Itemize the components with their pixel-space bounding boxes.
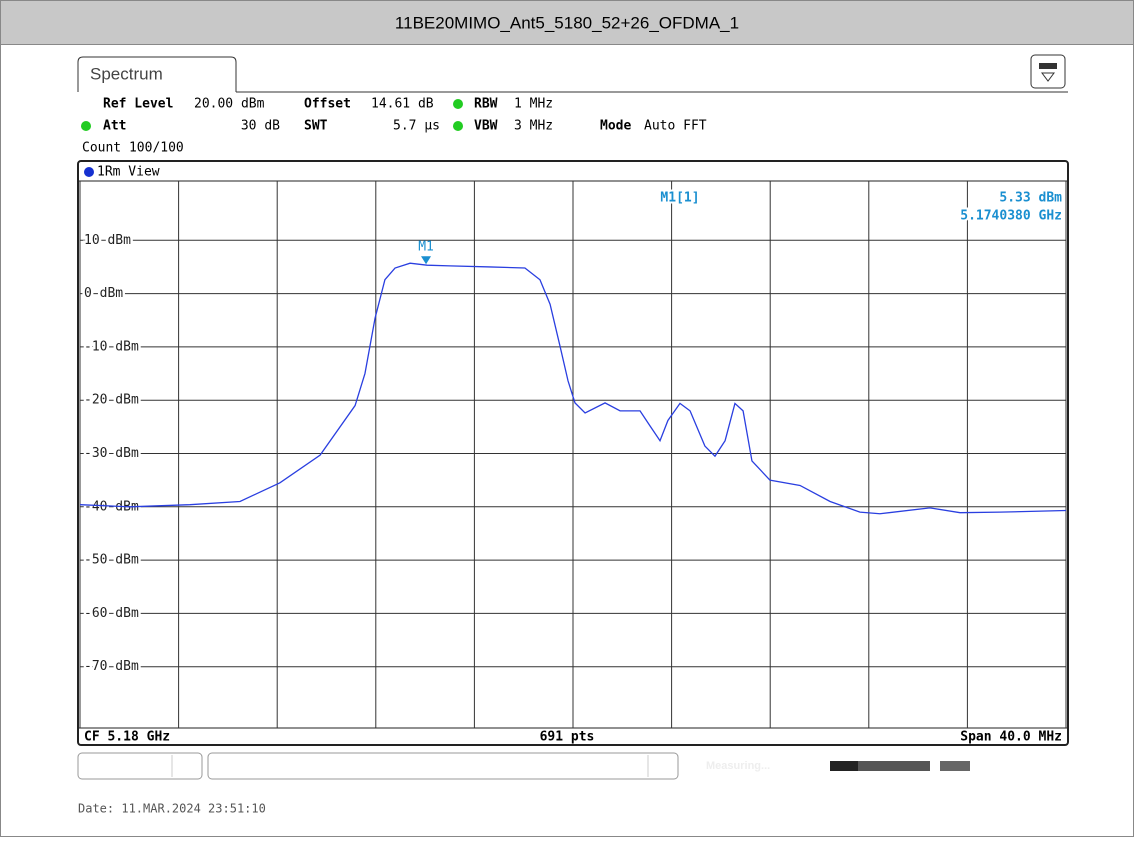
status-dot — [81, 121, 91, 131]
marker-freq: 5.1740380 GHz — [960, 209, 1062, 224]
status-dot — [453, 99, 463, 109]
setting-value: 14.61 dB — [371, 97, 434, 112]
menu-icon-bar — [1039, 63, 1057, 69]
status-text: Measuring... — [706, 760, 770, 772]
status-box — [77, 752, 203, 780]
tab[interactable] — [77, 56, 237, 92]
progress-icon — [940, 761, 970, 771]
setting-value: 20.00 dBm — [194, 97, 265, 112]
marker-value: 5.33 dBm — [999, 191, 1062, 206]
y-tick-label: -70 dBm — [84, 659, 139, 674]
status-dot — [453, 121, 463, 131]
date: Date: 11.MAR.2024 23:51:10 — [78, 802, 266, 816]
setting-label: Offset — [304, 97, 351, 112]
setting-value: 1 MHz — [514, 97, 553, 112]
menu-icon[interactable] — [1030, 54, 1066, 89]
header-bar — [0, 0, 1134, 45]
points: 691 pts — [540, 730, 595, 745]
view-label: 1Rm View — [97, 165, 160, 180]
setting-value: 5.7 µs — [393, 119, 440, 134]
tab-label[interactable]: Spectrum — [90, 64, 163, 83]
marker-label: M1 — [418, 240, 434, 255]
setting-label: RBW — [474, 97, 498, 112]
setting-label: Mode — [600, 119, 631, 134]
trace-dot — [84, 167, 94, 177]
count: Count 100/100 — [82, 141, 184, 156]
setting-label: Ref Level — [103, 97, 173, 112]
center-freq: CF 5.18 GHz — [84, 730, 170, 745]
y-tick-label: -30 dBm — [84, 446, 139, 461]
y-tick-label: -60 dBm — [84, 606, 139, 621]
setting-label: SWT — [304, 119, 328, 134]
y-tick-label: -10 dBm — [84, 339, 139, 354]
y-tick-label: 10 dBm — [84, 233, 131, 248]
span: Span 40.0 MHz — [960, 730, 1062, 745]
y-tick-label: 0 dBm — [84, 286, 123, 301]
setting-value: Auto FFT — [644, 119, 707, 134]
progress-fill — [830, 761, 858, 771]
marker-readout: M1[1] — [660, 191, 699, 206]
setting-label: Att — [103, 119, 126, 134]
setting-value: 30 dB — [241, 119, 280, 134]
trace — [79, 262, 1067, 515]
setting-value: 3 MHz — [514, 119, 553, 134]
y-tick-label: -40 dBm — [84, 499, 139, 514]
menu-icon-arrow — [1041, 72, 1055, 82]
setting-label: VBW — [474, 119, 498, 134]
y-tick-label: -50 dBm — [84, 553, 139, 568]
marker — [421, 256, 432, 265]
y-tick-label: -20 dBm — [84, 393, 139, 408]
progress-bar — [830, 761, 930, 771]
status-box — [207, 752, 679, 780]
header-title: 11BE20MIMO_Ant5_5180_52+26_OFDMA_1 — [395, 13, 739, 32]
